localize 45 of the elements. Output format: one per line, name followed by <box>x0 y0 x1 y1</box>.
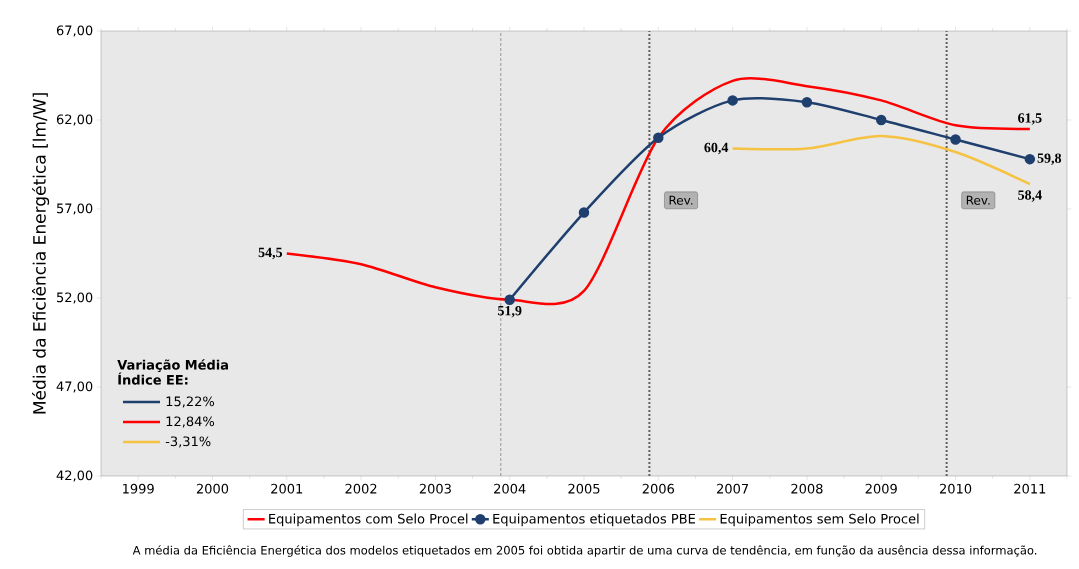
annotation: Variação Média Índice EE: <box>117 359 228 385</box>
point <box>578 207 590 218</box>
y-axis-title: Média da Eficiência Energética [lm/W] <box>31 93 50 414</box>
point <box>801 96 813 108</box>
annotation: 12,84% <box>166 416 215 428</box>
x-tick-label: 2006 <box>642 483 675 494</box>
x-tick-label: 2007 <box>717 483 749 494</box>
x-tick-label: 2000 <box>196 483 229 494</box>
y-tick-label: 62,00 <box>56 114 93 126</box>
x-tick-label: 2005 <box>568 483 600 494</box>
x-tick-label: 2003 <box>419 483 451 494</box>
point <box>653 132 664 144</box>
data-label: 60,4 <box>704 142 729 155</box>
x-tick-label: 2010 <box>939 483 972 494</box>
legend-label: Equipamentos com Selo Procel <box>269 513 468 527</box>
x-tick-label: 1999 <box>123 483 154 494</box>
point <box>727 95 738 106</box>
x-tick-label: 2002 <box>345 483 377 494</box>
y-tick-label: 42,00 <box>56 470 93 482</box>
point <box>875 114 887 126</box>
legend-label: Equipamentos sem Selo Procel <box>720 513 919 527</box>
point <box>1024 153 1036 165</box>
data-label: 51,9 <box>498 305 522 318</box>
annotation: 15,22% <box>166 396 215 408</box>
data-label: 61,5 <box>1018 113 1042 125</box>
ref-line-label: Rev. <box>966 195 990 205</box>
y-tick-label: 47,00 <box>56 381 93 393</box>
point <box>504 294 515 306</box>
x-tick-label: 2001 <box>271 483 303 494</box>
x-tick-label: 2008 <box>791 483 823 494</box>
data-label: 58,4 <box>1018 190 1042 202</box>
point <box>950 134 961 145</box>
data-label: 54,5 <box>258 247 283 260</box>
y-tick-label: 67,00 <box>56 25 93 37</box>
legend-label: Equipamentos etiquetados PBE <box>493 513 695 527</box>
data-label: 59,8 <box>1037 153 1062 165</box>
line-series <box>731 134 1032 186</box>
x-tick-label: 2011 <box>1014 483 1046 494</box>
x-tick-label: 2004 <box>494 483 526 494</box>
text: A média da Eficiência Energética dos modelos etiquetados em 2005 foi obtida apartir de uma curva de tendência, em função da ausência dessa informação. <box>132 545 1037 557</box>
y-tick-label: 57,00 <box>57 203 93 215</box>
annotation: -3,31% <box>165 436 211 448</box>
x-tick-label: 2009 <box>865 483 897 494</box>
y-tick-label: 52,00 <box>57 292 93 304</box>
ref-line-label: Rev. <box>669 195 693 205</box>
